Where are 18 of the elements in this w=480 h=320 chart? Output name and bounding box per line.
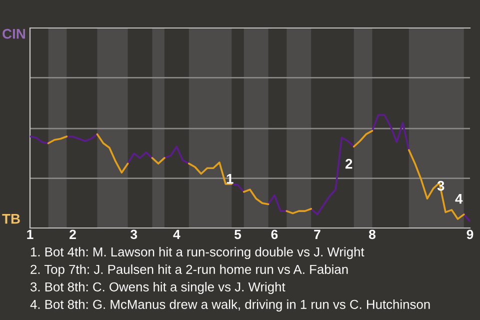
text: 2. Top 7th: J. Paulsen hit a 2-run home run vs A. Fabian (30, 264, 348, 277)
text: TB (2, 214, 20, 224)
annotation: 2 (345, 158, 352, 169)
text: 4. Bot 8th: G. McManus drew a walk, driving in 1 run vs C. Hutchinson (30, 299, 430, 312)
annotation: 4 (455, 194, 463, 204)
text: 1. Bot 4th: M. Lawson hit a run-scoring double vs J. Wright (30, 246, 364, 260)
x-tick-label: 1 (27, 230, 34, 239)
x-tick-label: 5 (234, 230, 242, 240)
x-tick-label: 3 (130, 230, 138, 240)
x-tick-label: 7 (314, 230, 320, 239)
annotation: 1 (226, 174, 234, 184)
x-tick-label: 4 (173, 230, 180, 239)
x-tick-label: 9 (466, 230, 474, 240)
x-tick-label: 2 (70, 230, 76, 239)
text: CIN (2, 28, 25, 39)
x-tick-label: 8 (368, 230, 376, 240)
x-tick-label: 6 (271, 230, 278, 240)
text: 3. Bot 8th: C. Owens hit a single vs J. Wright (30, 282, 286, 294)
